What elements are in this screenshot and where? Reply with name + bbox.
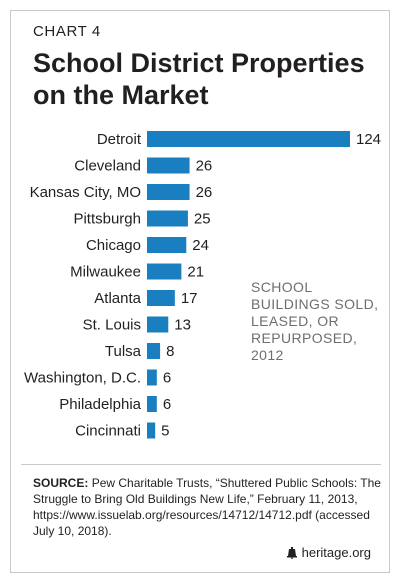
bar — [147, 396, 157, 412]
bar — [147, 131, 350, 147]
value-label: 26 — [196, 158, 213, 175]
bar — [147, 210, 188, 227]
value-label: 24 — [192, 237, 209, 254]
category-label: Cincinnati — [75, 423, 141, 440]
annotation-line: LEASED, OR — [251, 313, 340, 329]
annotation-line: BUILDINGS SOLD, — [251, 296, 379, 312]
category-label: Chicago — [86, 237, 141, 254]
bar — [147, 237, 187, 253]
category-label: Atlanta — [94, 290, 141, 307]
chart-annotation: SCHOOL BUILDINGS SOLD, LEASED, OR REPURPOSE… — [251, 279, 391, 364]
bar — [147, 290, 175, 306]
category-label: Detroit — [97, 131, 142, 148]
annotation-line: SCHOOL — [251, 279, 313, 295]
bar — [147, 343, 161, 359]
footer-brand: heritage.org — [286, 545, 371, 560]
footer-brand-text: heritage.org — [301, 545, 371, 560]
source-text: Pew Charitable Trusts, “Shuttered Public… — [33, 476, 381, 538]
category-label: Washington, D.C. — [24, 370, 141, 387]
category-label: Milwaukee — [70, 264, 141, 281]
value-label: 124 — [356, 131, 381, 148]
value-label: 6 — [163, 370, 171, 387]
annotation-line: REPURPOSED, — [251, 330, 358, 346]
source-label: SOURCE: — [33, 476, 89, 490]
value-label: 13 — [174, 317, 191, 334]
category-label: St. Louis — [83, 317, 141, 334]
category-label: Pittsburgh — [73, 211, 141, 228]
value-label: 6 — [163, 396, 171, 413]
bar — [147, 422, 156, 439]
value-label: 17 — [181, 290, 198, 307]
category-label: Kansas City, MO — [30, 184, 141, 201]
liberty-bell-icon — [286, 546, 297, 559]
value-label: 21 — [187, 264, 204, 281]
annotation-line: 2012 — [251, 347, 284, 363]
chart-card: CHART 4 School District Properties on th… — [10, 10, 390, 573]
source-note: SOURCE: Pew Charitable Trusts, “Shuttere… — [33, 475, 383, 539]
value-label: 25 — [194, 211, 211, 228]
bar — [147, 263, 182, 280]
bar — [147, 316, 169, 333]
chart-title: School District Properties on the Market — [33, 47, 383, 111]
chart-kicker: CHART 4 — [33, 23, 101, 40]
chart-title-line-2: on the Market — [33, 80, 209, 110]
category-label: Tulsa — [105, 343, 142, 360]
bar-chart: Detroit 124 Cleveland 26 Kansas City, MO 26 Pi… — [24, 131, 381, 440]
value-label: 5 — [161, 423, 169, 440]
category-label: Cleveland — [74, 158, 141, 175]
value-label: 26 — [196, 184, 213, 201]
bar — [147, 369, 157, 386]
category-label: Philadelphia — [59, 396, 141, 413]
value-label: 8 — [166, 343, 174, 360]
chart-title-line-1: School District Properties — [33, 48, 365, 78]
bar — [147, 184, 190, 200]
bar — [147, 157, 190, 174]
divider — [21, 464, 381, 465]
